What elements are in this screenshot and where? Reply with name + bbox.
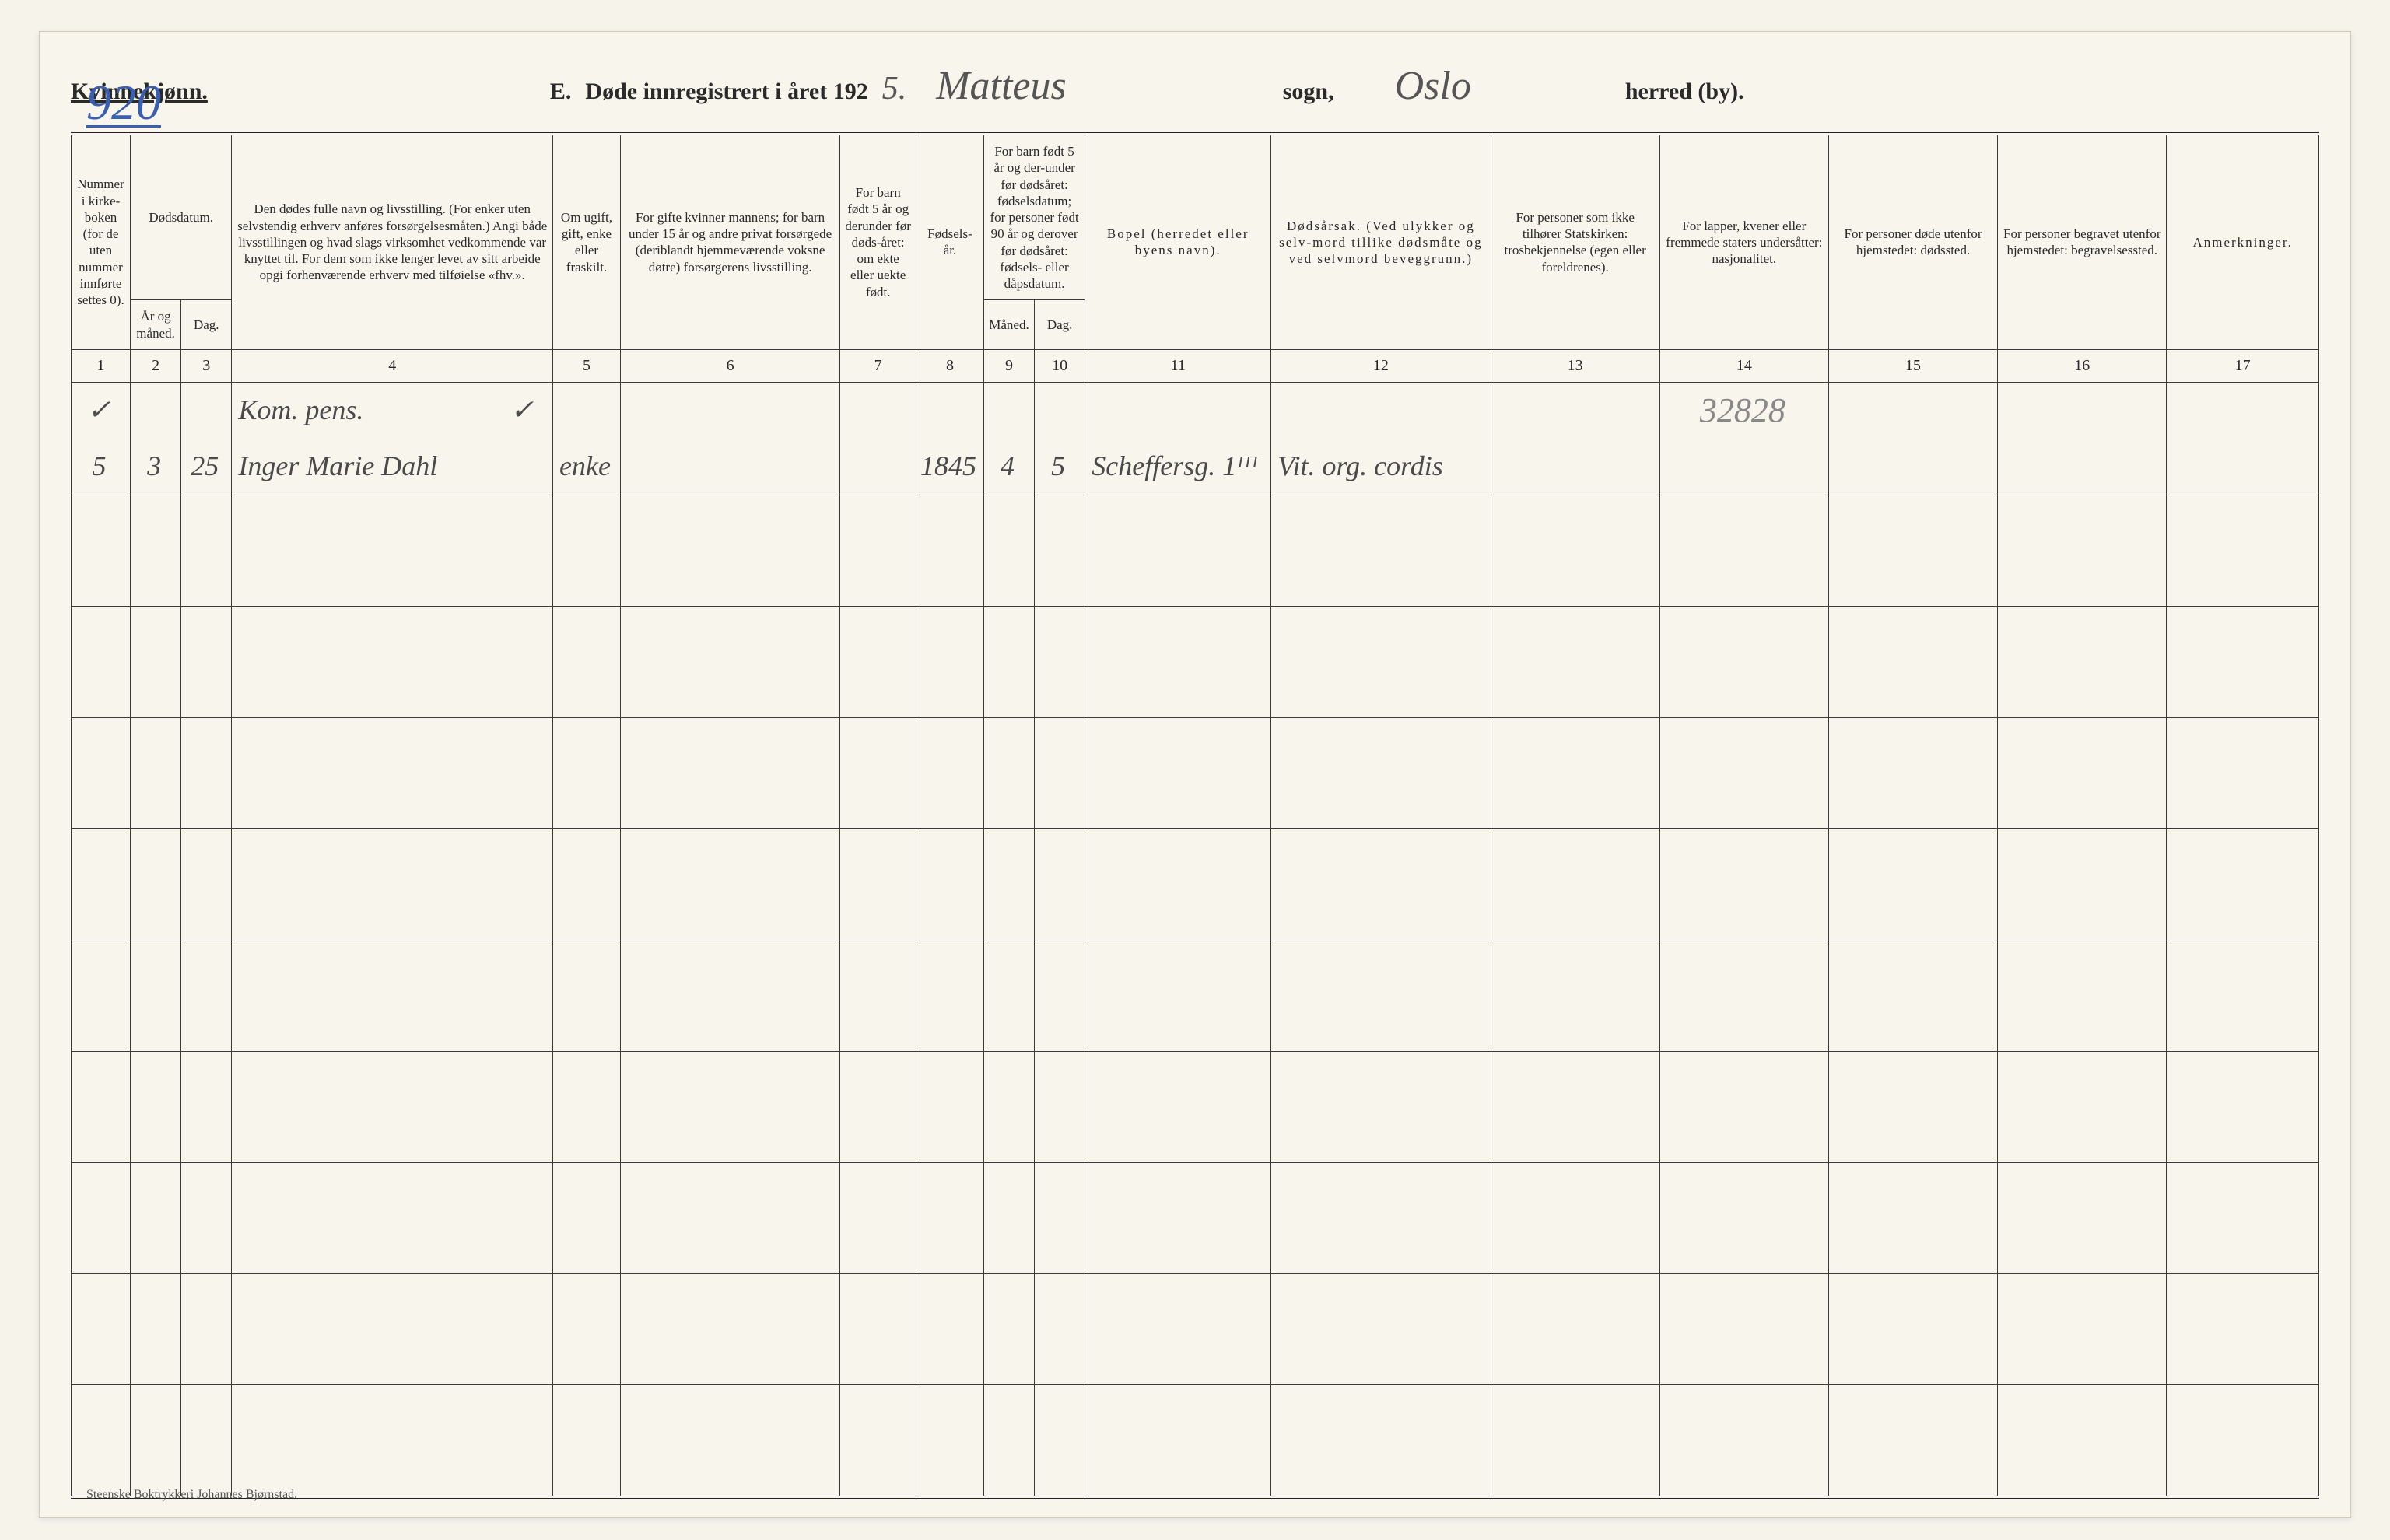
col-header-9a: Måned. — [983, 300, 1034, 350]
cell-empty — [1828, 382, 1997, 439]
cell-birthyear: 1845 — [916, 439, 984, 495]
cell-status: enke — [553, 439, 621, 495]
cell-bmonth: 4 — [983, 439, 1034, 495]
table-body: ✓ Kom. pens. ✓ 32828 — [72, 382, 2319, 1497]
herred-label: herred (by). — [1625, 79, 1744, 105]
check-mark: ✓ — [510, 393, 534, 428]
cell-residence: Scheffersg. 1ᴵᴵᴵ — [1085, 439, 1271, 495]
colnum-15: 15 — [1828, 349, 1997, 382]
col-header-11: Bopel (herredet eller byens navn). — [1085, 134, 1271, 349]
col-header-12: Dødsårsak. (Ved ulykker og selv-mord til… — [1271, 134, 1491, 349]
cell-col15 — [1828, 439, 1997, 495]
col-header-1: Nummer i kirke-boken (for de uten nummer… — [72, 134, 131, 349]
cell-empty — [620, 382, 839, 439]
parish-hand: Matteus — [936, 63, 1067, 109]
cell-col13 — [1491, 439, 1659, 495]
colnum-7: 7 — [840, 349, 916, 382]
col-header-5: Om ugift, gift, enke eller fraskilt. — [553, 134, 621, 349]
colnum-8: 8 — [916, 349, 984, 382]
col-header-13: For personer som ikke tilhører Statskirk… — [1491, 134, 1659, 349]
colnum-4: 4 — [232, 349, 553, 382]
cell-empty — [553, 382, 621, 439]
blank-row — [72, 1162, 2319, 1273]
entry-row-top: ✓ Kom. pens. ✓ 32828 — [72, 382, 2319, 439]
col-header-dodsdatum: Dødsdatum. — [131, 134, 232, 300]
printer-footer: Steenske Boktrykkeri Johannes Bjørnstad. — [86, 1488, 297, 1502]
cell-empty — [131, 382, 181, 439]
cell-empty — [1998, 382, 2167, 439]
sogn-label: sogn, — [1283, 79, 1334, 105]
colnum-16: 16 — [1998, 349, 2167, 382]
blank-row — [72, 717, 2319, 828]
col-header-2a: År og måned. — [131, 300, 181, 350]
col-header-7: For barn født 5 år og derunder før døds-… — [840, 134, 916, 349]
colnum-5: 5 — [553, 349, 621, 382]
colnum-9: 9 — [983, 349, 1034, 382]
col-header-14: For lapper, kvener eller fremmede stater… — [1659, 134, 1828, 349]
title-prefix: Døde innregistrert i året 192 — [585, 79, 867, 105]
blank-row — [72, 1384, 2319, 1497]
cell-yearmonth: 3 — [131, 439, 181, 495]
cell-name: Inger Marie Dahl — [232, 439, 553, 495]
entry-row: 5 3 25 Inger Marie Dahl enke 1845 4 5 Sc… — [72, 439, 2319, 495]
colnum-13: 13 — [1491, 349, 1659, 382]
cell-bday: 5 — [1035, 439, 1085, 495]
year-suffix-hand: 5. — [882, 70, 907, 107]
cell-name-top: Kom. pens. ✓ — [232, 382, 553, 439]
colnum-10: 10 — [1035, 349, 1085, 382]
title-line: E. Døde innregistrert i året 192 5. Matte… — [550, 63, 1744, 109]
col-header-16: For personer begravet utenfor hjemstedet… — [1998, 134, 2167, 349]
cell-empty — [2167, 382, 2319, 439]
blank-row — [72, 828, 2319, 940]
district-hand: Oslo — [1395, 63, 1471, 109]
page-number-handwritten: 920 — [86, 80, 161, 128]
col-header-17: Anmerkninger. — [2167, 134, 2319, 349]
cell-empty — [1271, 382, 1491, 439]
cell-day: 25 — [181, 439, 232, 495]
colnum-12: 12 — [1271, 349, 1491, 382]
cell-empty — [840, 382, 916, 439]
table-header: Nummer i kirke-boken (for de uten nummer… — [72, 134, 2319, 382]
blank-row — [72, 1051, 2319, 1162]
col-header-4: Den dødes fulle navn og livsstilling. (F… — [232, 134, 553, 349]
register-page: Kvinnekjønn. 920 E. Døde innregistrert i… — [39, 31, 2351, 1518]
col-header-9b: Dag. — [1035, 300, 1085, 350]
blank-row — [72, 495, 2319, 606]
cell-empty — [1085, 382, 1271, 439]
cell-col17 — [2167, 439, 2319, 495]
cell-num: 5 — [72, 439, 131, 495]
colnum-2: 2 — [131, 349, 181, 382]
col-header-8: Fødsels-år. — [916, 134, 984, 349]
occupation-top: Kom. pens. — [238, 394, 363, 425]
col-header-15: For personer døde utenfor hjemstedet: dø… — [1828, 134, 1997, 349]
blank-row — [72, 1273, 2319, 1384]
colnum-11: 11 — [1085, 349, 1271, 382]
col-header-2b: Dag. — [181, 300, 232, 350]
colnum-17: 17 — [2167, 349, 2319, 382]
cell-col7 — [840, 439, 916, 495]
col-header-9top: For barn født 5 år og der-under før døds… — [983, 134, 1085, 300]
blank-row — [72, 940, 2319, 1051]
cell-mark: ✓ — [72, 382, 131, 439]
cell-cause: Vit. org. cordis — [1271, 439, 1491, 495]
cell-regnum: 32828 — [1659, 382, 1828, 439]
cell-empty — [1035, 382, 1085, 439]
cell-empty — [1491, 382, 1659, 439]
page-header: Kvinnekjønn. 920 E. Døde innregistrert i… — [71, 55, 2319, 132]
colnum-3: 3 — [181, 349, 232, 382]
cell-col14 — [1659, 439, 1828, 495]
blank-row — [72, 606, 2319, 717]
col-header-6: For gifte kvinner mannens; for barn unde… — [620, 134, 839, 349]
colnum-1: 1 — [72, 349, 131, 382]
cell-empty — [983, 382, 1034, 439]
cell-col16 — [1998, 439, 2167, 495]
cell-col6 — [620, 439, 839, 495]
section-letter: E. — [550, 79, 572, 105]
register-table: Nummer i kirke-boken (for de uten nummer… — [71, 132, 2319, 1499]
colnum-14: 14 — [1659, 349, 1828, 382]
cell-empty — [181, 382, 232, 439]
cell-empty — [916, 382, 984, 439]
colnum-6: 6 — [620, 349, 839, 382]
column-number-row: 1 2 3 4 5 6 7 8 9 10 11 12 13 14 15 16 1… — [72, 349, 2319, 382]
